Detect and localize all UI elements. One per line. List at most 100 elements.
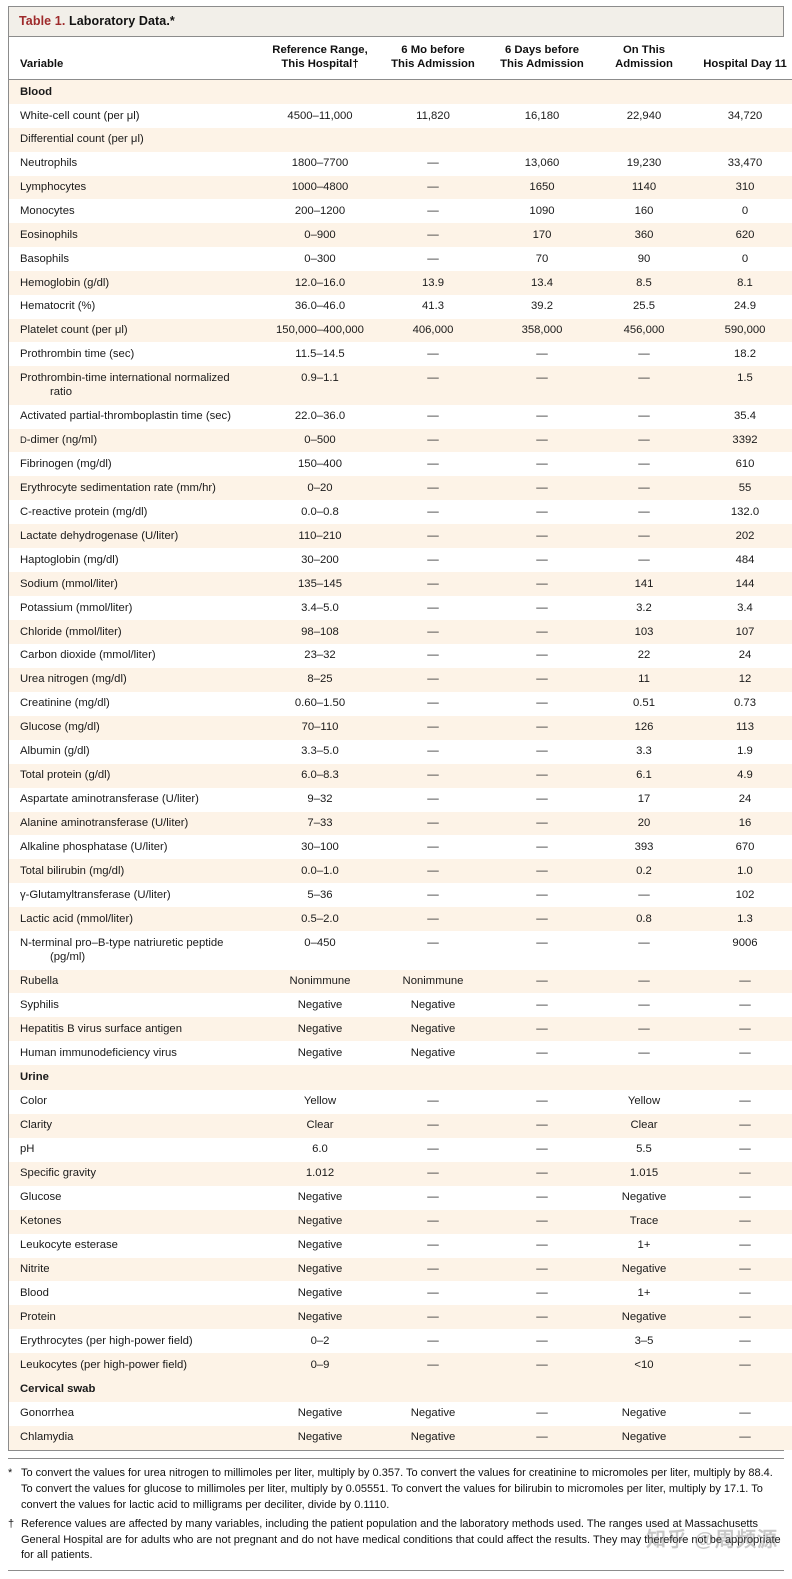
table-row: Glucose (mg/dl) 70–110— —126 113 bbox=[9, 715, 792, 740]
row-label-continuation: (pg/ml) bbox=[50, 951, 86, 964]
row-label: N-terminal pro–B-type natriuretic peptid… bbox=[9, 931, 261, 970]
value-on-admission: — bbox=[597, 548, 691, 573]
value-reference-range: Negative bbox=[261, 1281, 379, 1306]
value-hospital-day-11: 12 bbox=[691, 667, 792, 692]
row-label: Syphilis bbox=[9, 993, 261, 1018]
row-label: Alkaline phosphatase (U/liter) bbox=[9, 835, 261, 860]
table-footnotes: * To convert the values for urea nitrogen… bbox=[8, 1457, 784, 1572]
row-label: γ-Glutamyltransferase (U/liter) bbox=[9, 883, 261, 908]
value-on-admission: 17 bbox=[597, 787, 691, 812]
value-reference-range: 0.0–0.8 bbox=[261, 500, 379, 525]
value-reference-range: 0–500 bbox=[261, 428, 379, 453]
row-label: Urea nitrogen (mg/dl) bbox=[9, 667, 261, 692]
value-on-admission: — bbox=[597, 428, 691, 453]
table-row: pH 6.0— —5.5— bbox=[9, 1137, 792, 1162]
value-on-admission: — bbox=[597, 993, 691, 1018]
value-6days-before: — bbox=[487, 811, 597, 836]
value-6mo-before: — bbox=[379, 907, 487, 932]
row-label: Ketones bbox=[9, 1209, 261, 1234]
table-row: Lactate dehydrogenase (U/liter) 110–210— —… bbox=[9, 524, 792, 549]
value-on-admission: — bbox=[597, 1017, 691, 1042]
value-on-admission: Clear bbox=[597, 1113, 691, 1138]
value-on-admission: 393 bbox=[597, 835, 691, 860]
value-6days-before: — bbox=[487, 969, 597, 994]
value-hospital-day-11: — bbox=[691, 1329, 792, 1354]
value-on-admission: <10 bbox=[597, 1353, 691, 1378]
value-6days-before: — bbox=[487, 763, 597, 788]
table-row: Differential count (per μl) bbox=[9, 127, 792, 152]
value-6mo-before: — bbox=[379, 199, 487, 224]
value-on-admission: — bbox=[597, 1041, 691, 1066]
value-hospital-day-11: 113 bbox=[691, 715, 792, 740]
value-hospital-day-11: 0.73 bbox=[691, 691, 792, 716]
value-reference-range: Negative bbox=[261, 1233, 379, 1258]
value-6mo-before: Negative bbox=[379, 1017, 487, 1042]
value-6mo-before: — bbox=[379, 404, 487, 429]
column-header-reference-range: Reference Range, This Hospital† bbox=[261, 37, 379, 80]
value-hospital-day-11: 18.2 bbox=[691, 342, 792, 367]
value-6days-before: — bbox=[487, 643, 597, 668]
value-hospital-day-11: 132.0 bbox=[691, 500, 792, 525]
row-label: Rubella bbox=[9, 969, 261, 994]
value-6days-before: — bbox=[487, 1233, 597, 1258]
row-label: Chloride (mmol/liter) bbox=[9, 620, 261, 644]
value-hospital-day-11: — bbox=[691, 1113, 792, 1138]
value-hospital-day-11: 24 bbox=[691, 787, 792, 812]
value-reference-range: Negative bbox=[261, 1401, 379, 1426]
value-on-admission: 6.1 bbox=[597, 763, 691, 788]
value-6mo-before: — bbox=[379, 1329, 487, 1354]
row-label: Clarity bbox=[9, 1113, 261, 1138]
table-row: Leukocyte esterase Negative — —1+ — bbox=[9, 1233, 792, 1258]
column-header-hospital-day-11: Hospital Day 11 bbox=[691, 37, 792, 80]
value-6days-before: 13,060 bbox=[487, 151, 597, 176]
value-reference-range: 30–100 bbox=[261, 835, 379, 860]
row-label: Lymphocytes bbox=[9, 175, 261, 200]
value-hospital-day-11: 24.9 bbox=[691, 294, 792, 319]
row-label: Hemoglobin (g/dl) bbox=[9, 271, 261, 295]
value-6mo-before: — bbox=[379, 1281, 487, 1306]
table-row: Nitrite Negative — — Negative — bbox=[9, 1257, 792, 1282]
value-6mo-before: — bbox=[379, 739, 487, 764]
value-reference-range: 0–900 bbox=[261, 223, 379, 248]
table-row: Erythrocytes (per high-power field) 0–2— —… bbox=[9, 1329, 792, 1354]
value-reference-range: Negative bbox=[261, 1305, 379, 1330]
row-label: Gonorrhea bbox=[9, 1401, 261, 1426]
table-row: Color Yellow — — Yellow — bbox=[9, 1089, 792, 1114]
column-header-6days-before: 6 Days before This Admission bbox=[487, 37, 597, 80]
value-reference-range: 6.0 bbox=[261, 1137, 379, 1162]
row-label: Erythrocyte sedimentation rate (mm/hr) bbox=[9, 476, 261, 501]
table-row: Creatinine (mg/dl) 0.60–1.50— —0.51 0.73 bbox=[9, 691, 792, 716]
value-on-admission: Negative bbox=[597, 1425, 691, 1450]
value-6mo-before: — bbox=[379, 620, 487, 644]
value-reference-range: Clear bbox=[261, 1113, 379, 1138]
row-label: Aspartate aminotransferase (U/liter) bbox=[9, 787, 261, 812]
footnote: * To convert the values for urea nitrogen… bbox=[8, 1466, 784, 1514]
value-reference-range: 30–200 bbox=[261, 548, 379, 573]
row-label: Nitrite bbox=[9, 1257, 261, 1282]
value-hospital-day-11: — bbox=[691, 1161, 792, 1186]
value-6days-before: — bbox=[487, 1113, 597, 1138]
table-row: Hepatitis B virus surface antigen Negativ… bbox=[9, 1017, 792, 1042]
value-6mo-before: — bbox=[379, 835, 487, 860]
value-6days-before: — bbox=[487, 715, 597, 740]
value-6mo-before: — bbox=[379, 811, 487, 836]
table-row: Eosinophils 0–900—170 360 620 bbox=[9, 223, 792, 248]
row-label-continuation: ratio bbox=[50, 386, 72, 399]
value-hospital-day-11: 33,470 bbox=[691, 151, 792, 176]
value-reference-range: 6.0–8.3 bbox=[261, 763, 379, 788]
value-on-admission: 22,940 bbox=[597, 104, 691, 128]
value-6days-before: — bbox=[487, 452, 597, 477]
value-on-admission: — bbox=[597, 883, 691, 908]
row-label: Human immunodeficiency virus bbox=[9, 1041, 261, 1066]
value-reference-range: Negative bbox=[261, 1041, 379, 1066]
table-row: Blood Negative — —1+ — bbox=[9, 1281, 792, 1306]
value-hospital-day-11: 610 bbox=[691, 452, 792, 477]
value-6days-before: — bbox=[487, 1041, 597, 1066]
value-hospital-day-11: 3392 bbox=[691, 428, 792, 453]
table-row: Prothrombin-time international normalize… bbox=[9, 366, 792, 405]
table-row: Leukocytes (per high-power field) 0–9— — <1… bbox=[9, 1353, 792, 1378]
value-6days-before: — bbox=[487, 476, 597, 501]
value-hospital-day-11: — bbox=[691, 1305, 792, 1330]
value-hospital-day-11: 9006 bbox=[691, 931, 792, 970]
table-row: γ-Glutamyltransferase (U/liter) 5–36— — —10… bbox=[9, 883, 792, 908]
